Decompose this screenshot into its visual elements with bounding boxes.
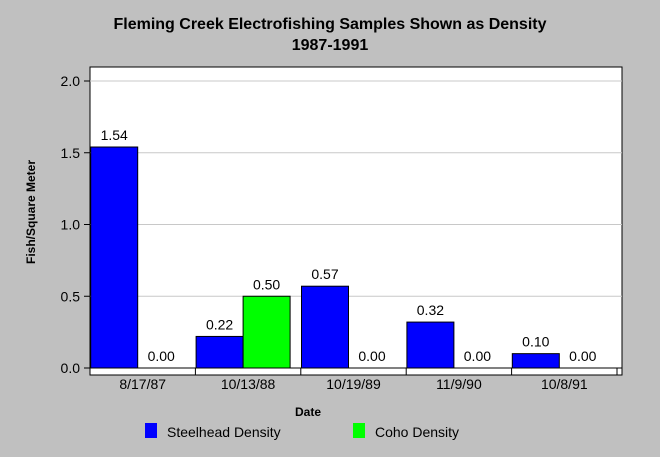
y-tick-label: 0.0 [61,360,81,376]
x-tick-label: 10/19/89 [326,376,381,392]
bar-steelhead [195,335,244,369]
chart-subtitle: 1987-1991 [291,37,369,54]
data-label: 0.00 [464,348,491,364]
data-label: 1.54 [101,127,128,143]
legend-swatch [353,423,365,438]
data-label: 0.50 [253,276,280,292]
data-labels: 1.54 0.00 0.22 0.50 0.57 0.00 0.32 0.00 0.10 0.00 [101,127,597,364]
legend-label: Steelhead Density [167,424,281,440]
bar-steelhead [511,353,560,369]
bars [90,146,560,369]
data-label: 0.22 [206,316,233,332]
x-tick-label: 10/13/88 [221,376,276,392]
x-tick-label: 8/17/87 [119,376,166,392]
y-axis: 0.0 0.5 1.0 1.5 2.0 [61,73,90,376]
plot-area [89,66,623,376]
bar-steelhead [301,285,349,369]
x-axis-title: Date [295,405,321,419]
legend: Steelhead Density Coho Density [145,423,459,440]
data-label: 0.00 [148,348,175,364]
y-tick-label: 1.5 [61,145,81,161]
y-axis-title: Fish/Square Meter [24,160,38,264]
grid-lines [90,80,622,297]
x-tick-label: 11/9/90 [436,376,482,392]
chart-title: Fleming Creek Electrofishing Samples Sho… [113,16,547,33]
data-label: 0.10 [522,334,549,350]
legend-swatch [145,423,157,438]
legend-label: Coho Density [375,424,459,440]
data-label: 0.32 [417,302,444,318]
data-label: 0.00 [569,348,596,364]
y-tick-label: 2.0 [61,73,81,89]
bar-steelhead [406,321,455,369]
data-label: 0.00 [358,348,385,364]
y-tick-label: 0.5 [61,288,81,304]
x-tick-label: 10/8/91 [541,376,588,392]
x-axis: 8/17/87 10/13/88 10/19/89 11/9/90 10/8/91 [90,367,622,392]
y-tick-label: 1.0 [61,217,81,233]
bar-coho [242,295,291,369]
data-label: 0.57 [311,266,338,282]
bar-steelhead [90,146,139,369]
